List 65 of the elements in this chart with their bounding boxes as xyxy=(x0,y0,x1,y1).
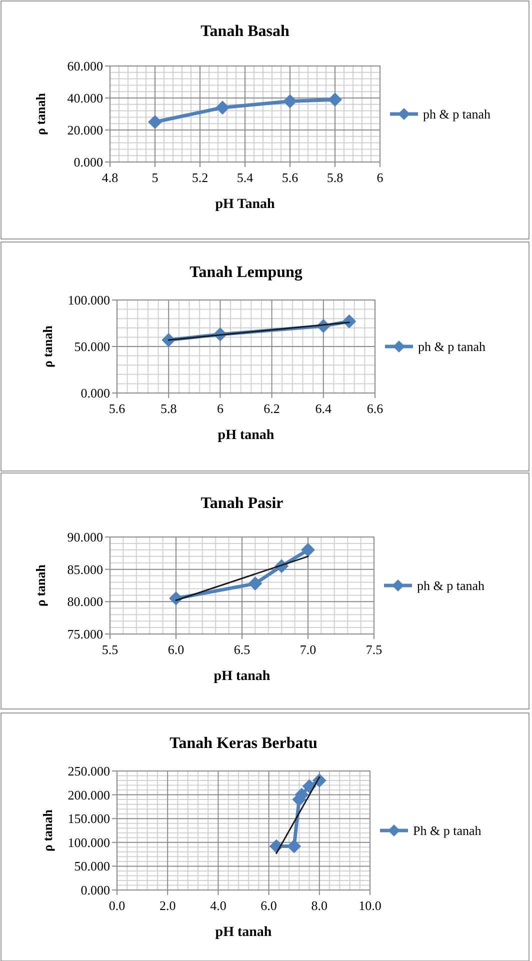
point xyxy=(287,839,302,854)
x-tick-label: 6 xyxy=(376,170,384,185)
point xyxy=(301,542,315,557)
legend-label: ph & p tanah xyxy=(423,106,492,122)
chart-title: Tanah Pasir xyxy=(200,495,284,512)
x-axis-title: pH tanah xyxy=(215,925,272,940)
y-tick-label: 0.000 xyxy=(74,154,103,170)
y-axis-title: ρ tanah xyxy=(40,808,55,852)
x-tick-label: 5.2 xyxy=(192,170,208,185)
x-tick-label: 6.0 xyxy=(168,642,184,657)
y-tick-label: 200.000 xyxy=(68,787,110,802)
y-tick-label: 50.000 xyxy=(74,339,110,354)
x-tick-label: 5 xyxy=(152,170,158,185)
point xyxy=(248,576,262,591)
y-tick-label: 80.000 xyxy=(67,594,103,610)
x-axis-title: pH tanah xyxy=(218,428,274,443)
y-tick-label: 85.000 xyxy=(67,562,103,577)
y-tick-label: 50.000 xyxy=(74,858,110,874)
y-tick-label: 100.000 xyxy=(68,834,110,850)
x-tick-label: 6.2 xyxy=(264,401,280,416)
x-tick-label: 5.6 xyxy=(108,401,126,416)
y-axis-title: ρ tanah xyxy=(33,564,48,606)
x-tick-label: 5.8 xyxy=(326,170,344,185)
legend-label: ph & p tanah xyxy=(418,339,486,354)
x-tick-label: 4.8 xyxy=(102,170,118,185)
x-tick-label: 7.0 xyxy=(300,642,316,657)
y-axis-title: ρ tanah xyxy=(40,324,55,368)
point xyxy=(162,332,176,347)
x-tick-label: 8.0 xyxy=(311,898,328,913)
x-tick-label: 4.0 xyxy=(210,898,226,913)
x-tick-label: 6.0 xyxy=(260,898,277,913)
x-axis-title: pH tanah xyxy=(214,669,270,684)
x-tick-label: 2.0 xyxy=(159,898,176,913)
legend-label: Ph & p tanah xyxy=(413,823,482,838)
chart-title: Tanah Lempung xyxy=(190,264,302,281)
y-tick-label: 0.000 xyxy=(80,882,110,898)
x-tick-label: 6.5 xyxy=(234,642,250,657)
legend-label: ph & p tanah xyxy=(417,578,486,593)
y-tick-label: 60.000 xyxy=(67,58,103,74)
x-tick-label: 7.5 xyxy=(366,642,382,657)
chart-title: Tanah Basah xyxy=(200,23,290,40)
point xyxy=(283,94,297,108)
x-tick-label: 6.4 xyxy=(315,401,332,416)
x-axis-title: pH Tanah xyxy=(215,197,275,212)
point xyxy=(216,100,230,115)
chart-title: Tanah Keras Berbatu xyxy=(170,735,318,752)
x-tick-label: 0.0 xyxy=(108,898,126,913)
point xyxy=(148,115,162,129)
x-tick-label: 10.0 xyxy=(358,898,382,913)
point xyxy=(328,92,342,107)
x-tick-label: 5.4 xyxy=(236,170,254,185)
x-tick-label: 6 xyxy=(216,401,224,416)
y-tick-label: 20.000 xyxy=(67,122,103,138)
x-tick-label: 5.6 xyxy=(282,170,299,185)
y-tick-label: 150.000 xyxy=(68,811,110,826)
x-tick-label: 5.5 xyxy=(102,642,118,657)
y-tick-label: 0.000 xyxy=(80,386,110,400)
y-tick-label: 75.000 xyxy=(67,626,103,642)
x-tick-label: 5.8 xyxy=(160,401,177,416)
y-tick-label: 250.000 xyxy=(68,764,110,778)
y-axis-title: ρ tanah xyxy=(33,92,48,135)
y-tick-label: 100.000 xyxy=(68,292,110,308)
y-tick-label: 40.000 xyxy=(67,90,103,106)
y-tick-label: 90.000 xyxy=(67,530,103,544)
x-tick-label: 6.6 xyxy=(366,401,384,416)
